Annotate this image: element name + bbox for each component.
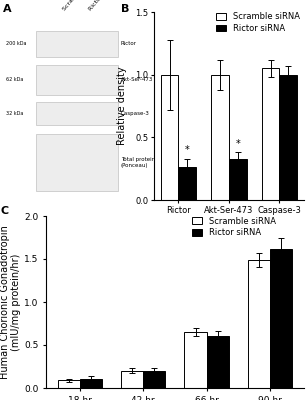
Text: 32 kDa: 32 kDa [6,111,24,116]
Bar [143,371,165,388]
Bar [80,378,102,388]
Bar [207,336,229,388]
Text: Rictor siRNA: Rictor siRNA [88,0,117,12]
Text: Rictor: Rictor [121,42,137,46]
Bar [161,75,178,200]
Legend: Scramble siRNA, Rictor siRNA: Scramble siRNA, Rictor siRNA [192,217,276,237]
Y-axis label: Relative density: Relative density [117,67,127,145]
Bar [279,75,297,200]
Text: B: B [121,4,129,14]
Text: *: * [185,145,190,155]
Text: Akt-Ser-473: Akt-Ser-473 [121,77,153,82]
Text: C: C [1,206,9,216]
Text: Scramble siRNA: Scramble siRNA [62,0,98,12]
Bar [262,68,279,200]
FancyBboxPatch shape [36,65,118,95]
Y-axis label: Human Chorionic Gonadotropin
(mIU/mg protein/hr): Human Chorionic Gonadotropin (mIU/mg pro… [0,225,21,379]
FancyBboxPatch shape [36,134,118,190]
Bar [178,168,196,200]
Bar [270,249,292,388]
Bar [121,371,143,388]
Text: *: * [235,139,240,149]
Text: 62 kDa: 62 kDa [6,77,24,82]
Bar [185,332,207,388]
Bar [58,380,80,388]
Text: Caspase-3: Caspase-3 [121,111,150,116]
FancyBboxPatch shape [36,31,118,57]
FancyBboxPatch shape [36,102,118,125]
Bar [229,159,247,200]
Text: Total protein
(Ponceau): Total protein (Ponceau) [121,157,155,168]
Bar [248,260,270,388]
Text: A: A [3,4,12,14]
Bar [211,75,229,200]
Legend: Scramble siRNA, Rictor siRNA: Scramble siRNA, Rictor siRNA [216,12,300,33]
Text: 200 kDa: 200 kDa [6,42,27,46]
